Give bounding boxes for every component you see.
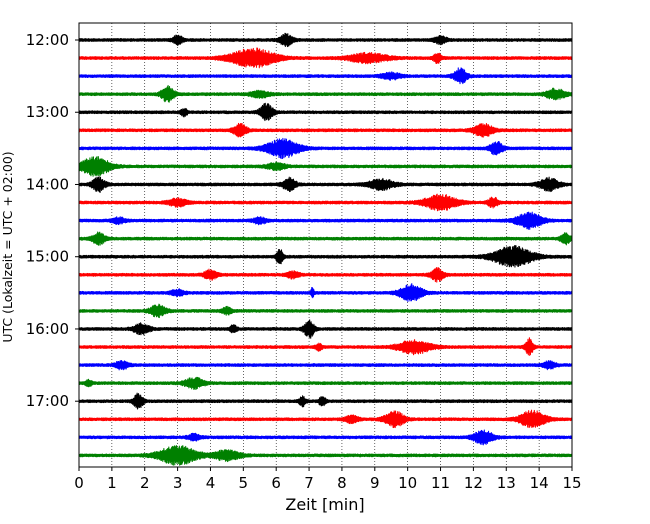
seismic-trace [78, 137, 573, 160]
seismic-trace [78, 193, 573, 212]
seismic-trace [78, 392, 573, 410]
seismic-trace [78, 429, 573, 446]
seismic-trace [78, 409, 573, 429]
seismic-trace [78, 85, 573, 103]
seismic-trace [78, 245, 573, 268]
x-axis-label: Zeit [min] [285, 495, 364, 514]
seismic-trace [78, 319, 573, 339]
x-tick-label: 12 [464, 474, 483, 492]
x-tick-label: 5 [239, 474, 249, 492]
x-tick-label: 14 [530, 474, 549, 492]
x-tick-label: 0 [74, 474, 84, 492]
seismic-trace [78, 267, 573, 283]
x-tick-label: 3 [173, 474, 183, 492]
seismic-trace [78, 32, 573, 48]
x-tick-label: 15 [562, 474, 581, 492]
y-tick-label: 16:00 [26, 320, 69, 338]
seismic-trace [78, 231, 573, 246]
y-tick-label: 15:00 [26, 248, 69, 266]
seismic-trace [78, 211, 573, 230]
y-axis: 12:00 13:00 14:00 15:00 16:00 17:00 [26, 31, 79, 410]
seismic-trace [78, 376, 573, 390]
seismic-trace [78, 47, 573, 69]
x-tick-label: 11 [431, 474, 450, 492]
seismic-trace [78, 303, 573, 319]
seismic-trace [78, 337, 573, 356]
x-tick-label: 2 [140, 474, 150, 492]
x-tick-label: 10 [398, 474, 417, 492]
y-tick-label: 17:00 [26, 392, 69, 410]
x-tick-label: 8 [337, 474, 347, 492]
y-tick-label: 12:00 [26, 31, 69, 49]
seismic-trace [78, 67, 573, 85]
trace-layer [78, 32, 573, 466]
seismic-trace [78, 283, 573, 303]
x-tick-label: 6 [271, 474, 281, 492]
x-tick-label: 1 [107, 474, 117, 492]
grid-layer [111, 23, 540, 467]
seismic-trace [78, 156, 573, 177]
seismic-trace [78, 102, 573, 122]
seismic-trace [78, 122, 573, 138]
y-tick-label: 14:00 [26, 175, 69, 193]
seismic-trace [78, 445, 573, 466]
y-tick-label: 13:00 [26, 103, 69, 121]
x-tick-label: 13 [497, 474, 516, 492]
x-tick-label: 9 [370, 474, 380, 492]
x-tick-label: 7 [304, 474, 314, 492]
plot-frame [78, 22, 573, 468]
x-axis: 0 1 2 3 4 5 6 7 8 9 10 11 12 13 14 15 [74, 467, 582, 492]
seismic-trace [78, 176, 573, 193]
y-axis-label: UTC (Lokalzeit = UTC + 02:00) [0, 151, 15, 342]
seismic-trace [78, 360, 573, 371]
x-tick-label: 4 [206, 474, 216, 492]
